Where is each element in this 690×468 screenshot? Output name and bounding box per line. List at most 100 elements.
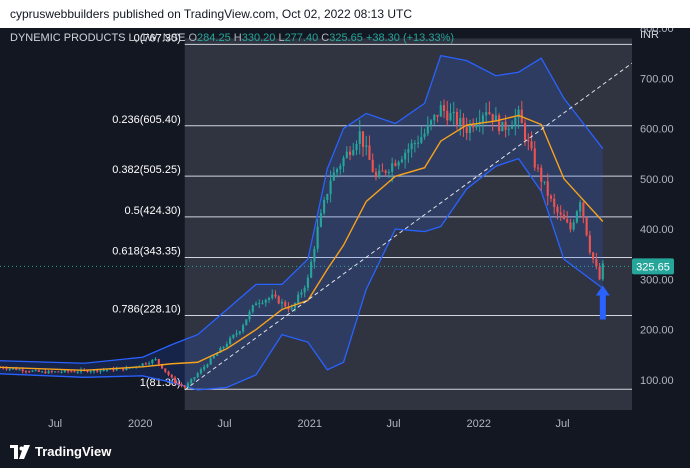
candle-body <box>24 371 27 373</box>
candle-body <box>485 112 488 116</box>
candle-body <box>371 159 374 172</box>
candle-body <box>41 371 44 373</box>
candle-body <box>504 121 507 130</box>
candle-body <box>420 137 423 143</box>
candle-body <box>216 352 219 356</box>
candle-body <box>530 141 533 149</box>
candle-body <box>559 212 562 215</box>
candle-body <box>313 248 316 262</box>
candle-body <box>319 212 322 227</box>
candle-body <box>290 307 293 310</box>
candle-body <box>511 126 514 129</box>
price-axis-tick-label: 500.00 <box>640 174 674 186</box>
candle-body <box>180 384 183 386</box>
candle-body <box>193 377 196 380</box>
candle-body <box>329 180 332 195</box>
candle-body <box>306 277 309 288</box>
candle-body <box>332 172 335 181</box>
candle-body <box>212 355 215 359</box>
candle-body <box>76 371 79 373</box>
candle-body <box>498 115 501 132</box>
candle-body <box>439 105 442 117</box>
tradingview-logo[interactable]: TradingView <box>10 444 111 459</box>
candle-body <box>446 110 449 121</box>
candle-body <box>18 369 21 371</box>
candle-body <box>588 235 591 253</box>
candle-body <box>400 159 403 163</box>
candle-body <box>365 145 368 147</box>
brand-name: TradingView <box>35 444 112 459</box>
time-axis-tick-label: 2020 <box>128 418 152 430</box>
candle-body <box>452 111 455 114</box>
candle-body <box>206 364 209 367</box>
footer-bar: TradingView <box>0 438 690 468</box>
symbol-legend: DYNEMIC PRODUCTS L, 1W, NSE O284.25 H330… <box>10 32 454 44</box>
price-chart[interactable]: 0(767.30) 0.236(605.40) 0.382(505.25) 0.5(4… <box>0 28 690 438</box>
candle-body <box>99 370 102 372</box>
candle-body <box>601 263 604 280</box>
candle-body <box>225 344 228 347</box>
candle-body <box>37 370 40 372</box>
candle-body <box>430 120 433 125</box>
bollinger-band-fill <box>0 55 603 390</box>
candle-body <box>316 226 319 249</box>
candle-body <box>374 171 378 178</box>
candle-body <box>219 348 222 353</box>
candle-body <box>592 252 595 260</box>
publish-banner: cypruswebbuilders published on TradingVi… <box>0 0 690 28</box>
candle-body <box>378 170 381 178</box>
candle-body <box>261 302 264 304</box>
candle-body <box>426 124 429 134</box>
time-axis <box>0 410 690 438</box>
candle-body <box>433 114 436 121</box>
candle-body <box>125 367 128 371</box>
candle-body <box>303 287 306 293</box>
candle-body <box>394 163 397 166</box>
candle-body <box>28 371 31 373</box>
candle-body <box>533 148 536 168</box>
candle-body <box>527 139 530 142</box>
candle-body <box>481 115 484 123</box>
candle-body <box>417 142 420 144</box>
candle-body <box>423 133 426 138</box>
candle-body <box>491 113 494 122</box>
candle-body <box>196 373 199 378</box>
candle-body <box>345 151 348 158</box>
time-axis-tick-label: Jul <box>48 418 62 430</box>
candle-body <box>381 170 384 172</box>
candle-body <box>442 105 446 111</box>
candle-body <box>57 371 60 373</box>
bollinger-lower-line <box>0 157 604 391</box>
fib-level-label: 1(81.30) <box>140 377 181 389</box>
candle-body <box>352 150 355 155</box>
candle-body <box>339 166 342 170</box>
candle-body <box>472 123 475 128</box>
candle-body <box>164 368 167 372</box>
time-axis-tick-label: 2021 <box>298 418 322 430</box>
candle-body <box>397 162 400 166</box>
tradingview-logo-icon <box>10 444 30 459</box>
published-text: cypruswebbuilders published on TradingVi… <box>10 7 413 21</box>
candle-body <box>86 370 89 372</box>
candle-body <box>488 112 491 114</box>
bollinger-upper-line <box>0 54 604 364</box>
candle-body <box>556 206 559 213</box>
fib-selection-zone <box>184 38 632 411</box>
candle-body <box>271 294 274 298</box>
candle-body <box>540 167 543 182</box>
candle-body <box>177 383 180 385</box>
candle-body <box>222 346 225 349</box>
candle-body <box>122 368 125 371</box>
candle-body <box>254 303 258 306</box>
price-axis-tick-label: 800.00 <box>640 28 674 35</box>
candle-body <box>70 371 73 373</box>
last-price-tag-label: 325.65 <box>636 261 670 273</box>
fib-level-label: 0.5(424.30) <box>124 205 180 217</box>
candle-body <box>47 371 50 374</box>
candle-body <box>595 259 598 267</box>
symbol-name: DYNEMIC PRODUCTS L, 1W, NSE <box>10 32 186 44</box>
candle-body <box>199 369 202 374</box>
last-price-tag <box>632 258 674 275</box>
fib-level-label: 0.618(343.35) <box>112 246 181 258</box>
candle-body <box>514 117 517 127</box>
